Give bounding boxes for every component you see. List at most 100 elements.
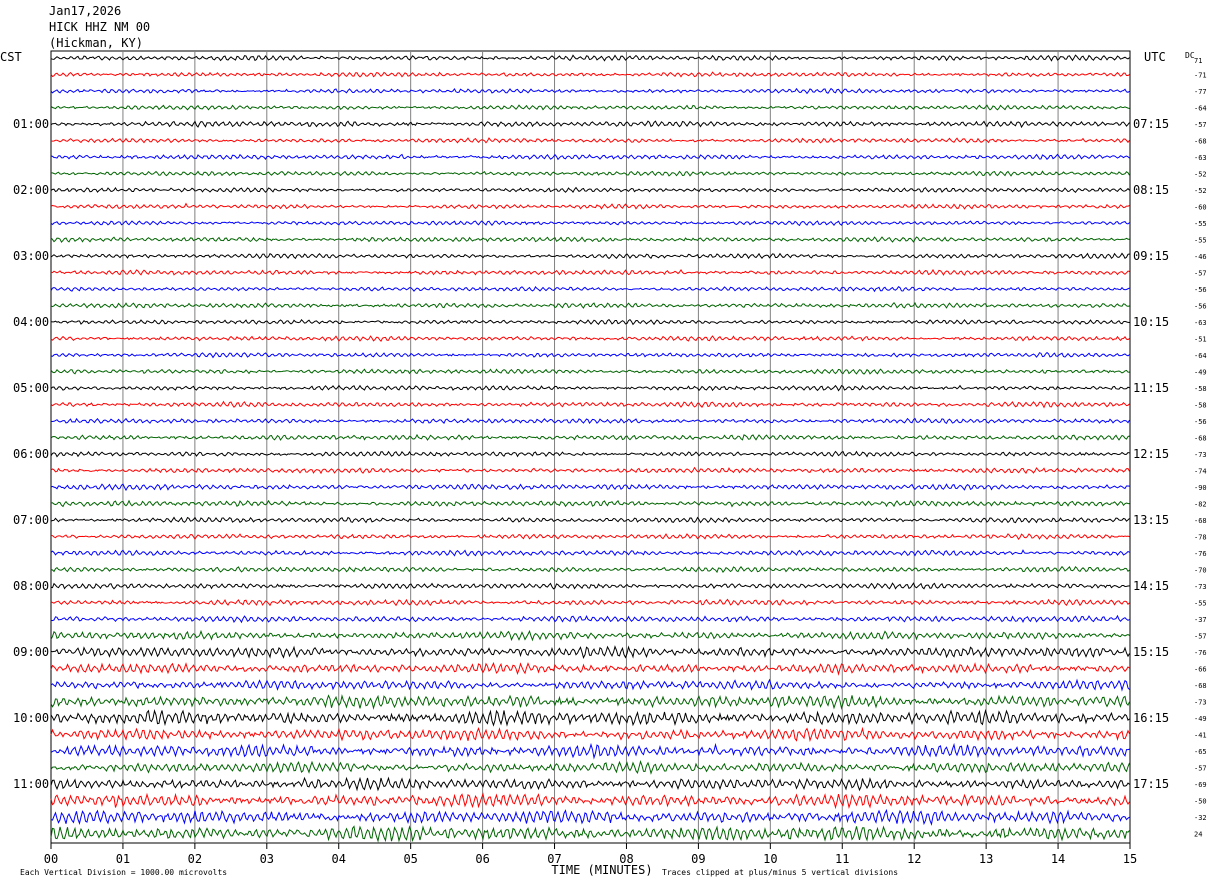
right-hour-label: 15:15 — [1133, 645, 1169, 659]
right-hour-label: 07:15 — [1133, 117, 1169, 131]
seismic-trace-48 — [50, 825, 1130, 843]
seismic-trace-13 — [50, 252, 1130, 260]
left-hour-label: 09:00 — [13, 645, 49, 659]
dc-offset-label: -58 — [1194, 402, 1207, 410]
seismic-trace-47 — [50, 808, 1130, 826]
seismic-trace-34 — [50, 598, 1130, 607]
dc-offset-label: -60 — [1194, 204, 1207, 212]
seismic-trace-4 — [50, 104, 1130, 111]
seismic-trace-27 — [50, 483, 1130, 492]
dc-title: DC — [1185, 51, 1195, 60]
dc-offset-label: -52 — [1194, 187, 1207, 195]
dc-offset-label: -68 — [1194, 517, 1207, 525]
x-tick-label: 09 — [691, 852, 705, 866]
plot-frame — [50, 50, 1131, 844]
dc-offset-label: -58 — [1194, 385, 1207, 393]
x-axis-title: TIME (MINUTES) — [551, 863, 652, 877]
date-label: Jan17,2026 — [49, 4, 122, 18]
left-hour-label: 06:00 — [13, 447, 49, 461]
seismic-trace-31 — [50, 549, 1130, 557]
x-tick-label: 05 — [403, 852, 417, 866]
dc-offset-label: 24 — [1194, 831, 1202, 839]
dc-offset-label: -56 — [1194, 303, 1207, 311]
left-axis-title: CST — [0, 50, 22, 64]
seismic-trace-37 — [50, 645, 1130, 660]
left-hour-label: 08:00 — [13, 579, 49, 593]
seismic-trace-8 — [50, 170, 1130, 177]
seismic-trace-42 — [50, 726, 1130, 743]
seismic-trace-45 — [50, 776, 1130, 792]
x-tick-label: 00 — [44, 852, 58, 866]
seismic-trace-30 — [50, 533, 1130, 540]
dc-offset-label: -46 — [1194, 253, 1207, 261]
seismic-trace-24 — [50, 433, 1130, 441]
seismic-trace-6 — [50, 137, 1130, 144]
scale-note: Each Vertical Division = 1000.00 microvo… — [20, 868, 227, 877]
dc-offset-label: -76 — [1194, 550, 1207, 558]
right-hour-label: 10:15 — [1133, 315, 1169, 329]
seismic-trace-46 — [50, 792, 1130, 810]
left-hour-label: 03:00 — [13, 249, 49, 263]
dc-offset-label: -90 — [1194, 484, 1207, 492]
x-tick-label: 14 — [1051, 852, 1065, 866]
seismic-trace-38 — [50, 661, 1130, 676]
right-hour-label: 16:15 — [1133, 711, 1169, 725]
dc-offset-label: -64 — [1194, 105, 1207, 113]
dc-offset-label: -32 — [1194, 814, 1207, 822]
x-tick-label: 01 — [116, 852, 130, 866]
right-hour-label: 12:15 — [1133, 447, 1169, 461]
dc-offset-label: -68 — [1194, 682, 1207, 690]
seismic-trace-29 — [50, 516, 1130, 524]
seismic-trace-35 — [50, 614, 1130, 624]
right-hour-label: 14:15 — [1133, 579, 1169, 593]
left-hour-label: 02:00 — [13, 183, 49, 197]
dc-offset-label: -55 — [1194, 220, 1207, 228]
dc-offset-label: -64 — [1194, 352, 1207, 360]
right-axis-title: UTC — [1144, 50, 1166, 64]
dc-offset-label: 71 — [1194, 57, 1202, 65]
dc-offset-label: -57 — [1194, 270, 1207, 278]
seismic-trace-11 — [50, 220, 1130, 227]
x-tick-label: 13 — [979, 852, 993, 866]
left-hour-label: 04:00 — [13, 315, 49, 329]
right-hour-label: 08:15 — [1133, 183, 1169, 197]
x-tick-label: 03 — [260, 852, 274, 866]
seismic-trace-5 — [50, 120, 1130, 129]
left-hour-label: 10:00 — [13, 711, 49, 725]
station-label: HICK HHZ NM 00 — [49, 20, 151, 34]
dc-offset-label: -51 — [1194, 336, 1207, 344]
dc-offset-label: -68 — [1194, 138, 1207, 146]
seismic-trace-17 — [50, 318, 1130, 326]
dc-offset-label: -49 — [1194, 369, 1207, 377]
seismic-trace-25 — [50, 450, 1130, 458]
dc-offset-label: -56 — [1194, 418, 1207, 426]
dc-offset-label: -73 — [1194, 451, 1207, 459]
right-hour-label: 11:15 — [1133, 381, 1169, 395]
seismic-trace-12 — [50, 236, 1130, 243]
left-hour-label: 01:00 — [13, 117, 49, 131]
dc-offset-label: -69 — [1194, 781, 1207, 789]
right-hour-label: 09:15 — [1133, 249, 1169, 263]
seismic-trace-1 — [50, 54, 1130, 62]
seismic-trace-39 — [50, 678, 1130, 692]
seismic-trace-26 — [50, 466, 1130, 475]
dc-offset-label: -78 — [1194, 534, 1207, 542]
seismic-trace-23 — [50, 417, 1130, 425]
seismic-trace-2 — [50, 71, 1130, 78]
dc-offset-label: -73 — [1194, 583, 1207, 591]
dc-offset-label: -74 — [1194, 468, 1207, 476]
x-tick-label: 12 — [907, 852, 921, 866]
dc-offset-label: -63 — [1194, 319, 1207, 327]
seismic-trace-20 — [50, 368, 1130, 375]
seismic-trace-15 — [50, 285, 1130, 293]
dc-offset-label: -57 — [1194, 121, 1207, 129]
left-hour-label: 07:00 — [13, 513, 49, 527]
seismic-trace-21 — [50, 384, 1130, 392]
x-tick-label: 06 — [475, 852, 489, 866]
seismic-trace-3 — [50, 87, 1130, 95]
seismic-trace-19 — [50, 351, 1130, 359]
seismic-trace-22 — [50, 400, 1130, 409]
dc-offset-label: -63 — [1194, 154, 1207, 162]
dc-offset-label: -70 — [1194, 567, 1207, 575]
